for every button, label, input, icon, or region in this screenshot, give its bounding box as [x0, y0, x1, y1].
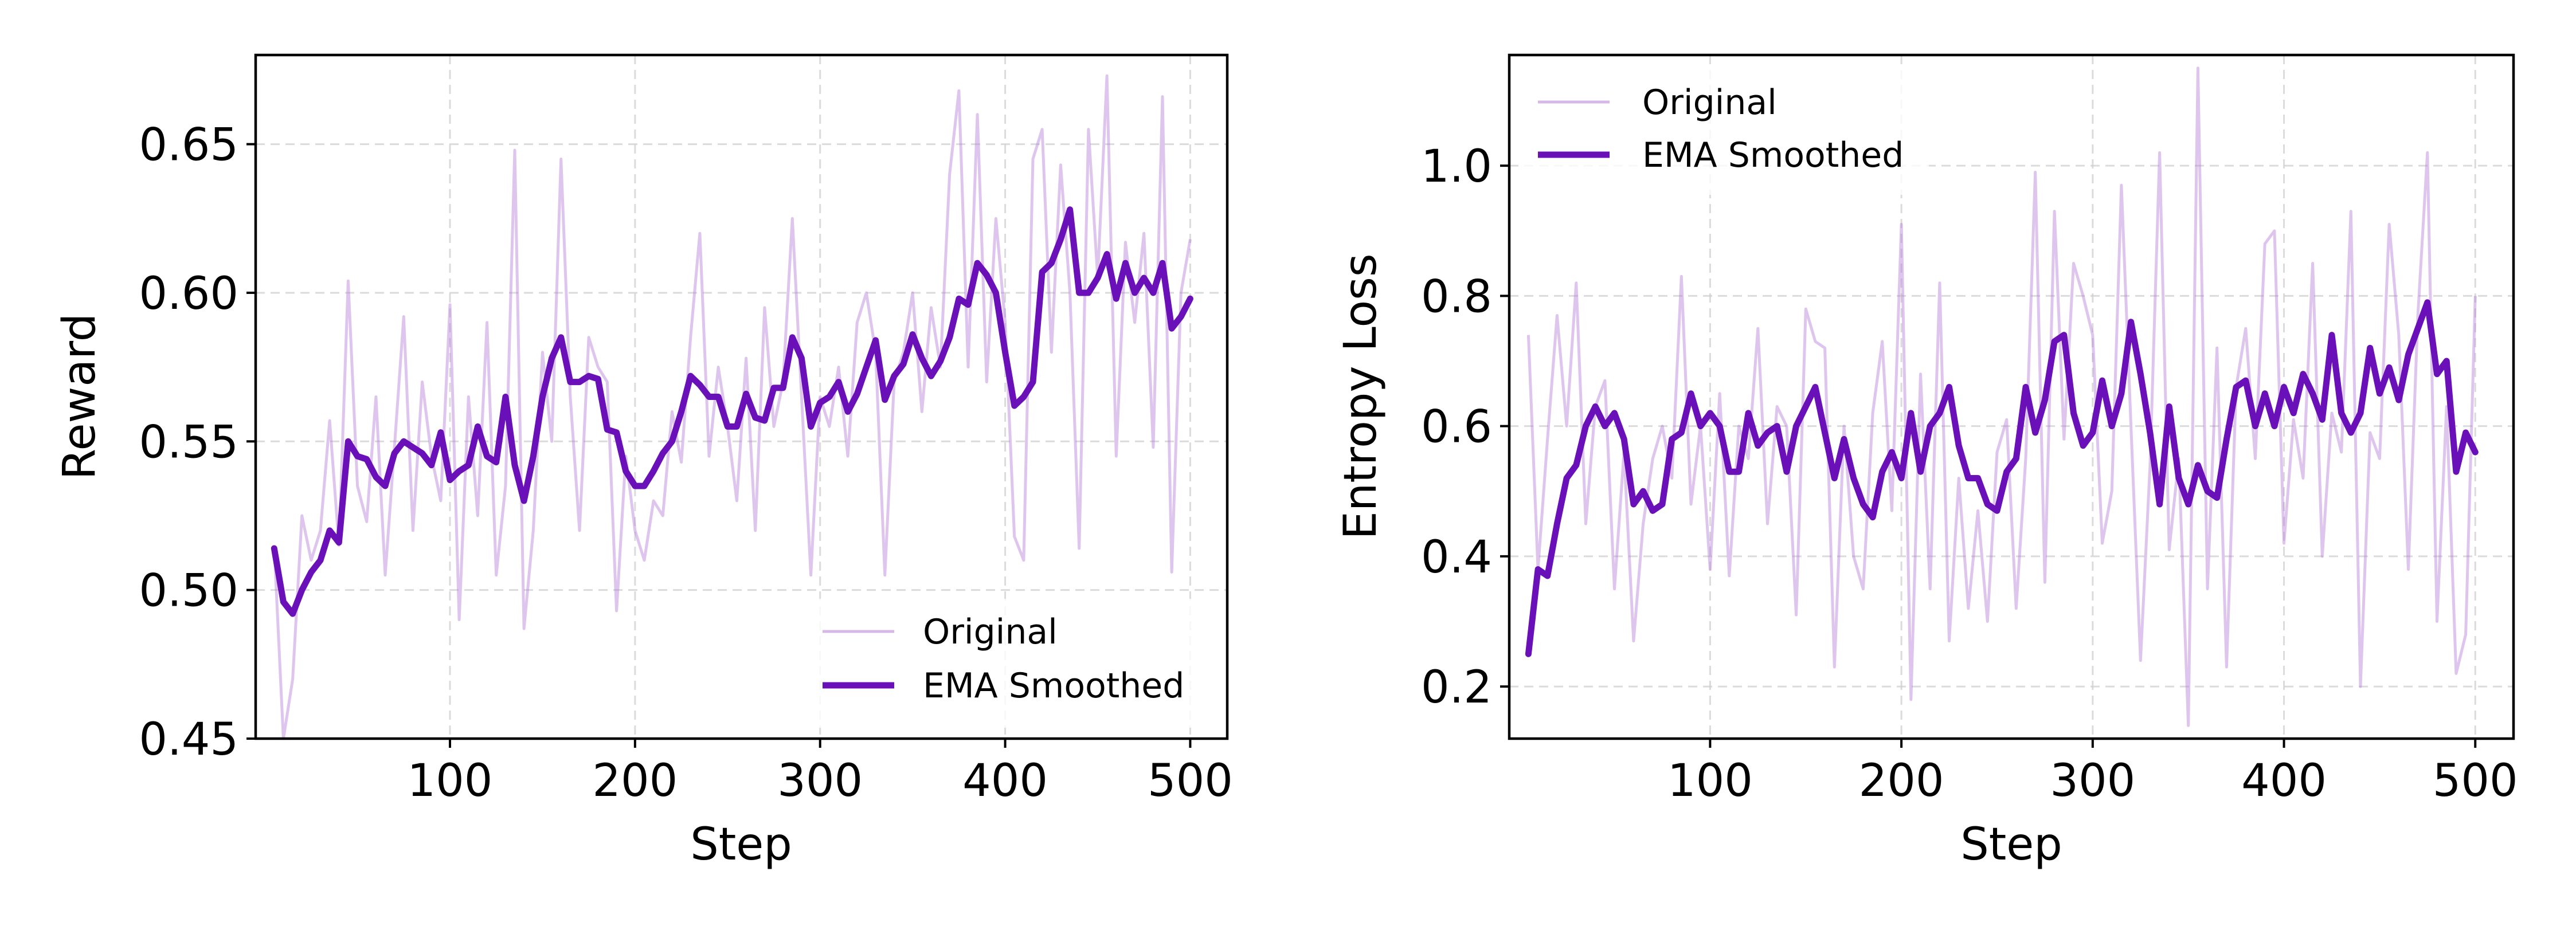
entropy-legend: Original EMA Smoothed: [1519, 66, 1929, 195]
entropy-y-tick-label: 0.2: [1421, 662, 1492, 713]
entropy-series-ema-smoothed: [1525, 299, 2479, 657]
entropy-x-tick-label: 300: [2050, 755, 2135, 807]
entropy-x-tick-label: 200: [1859, 755, 1944, 807]
reward-y-tick-label: 0.45: [139, 714, 238, 766]
reward-y-tick-label: 0.60: [139, 268, 238, 320]
entropy-y-axis-label: Entropy Loss: [1335, 254, 1387, 540]
entropy-x-tick-label: 500: [2433, 755, 2518, 807]
entropy-x-axis-label: Step: [1960, 819, 2062, 870]
reward-series: [271, 74, 1193, 740]
reward-chart: 100 200 300 400 500 0.45 0.50 0.55 0.60 0.65 Step…: [54, 53, 1233, 870]
entropy-x-tick-label: 400: [2241, 755, 2327, 807]
entropy-plot-frame: [1508, 53, 2515, 740]
entropy-legend-label-ema: EMA Smoothed: [1642, 135, 1904, 175]
reward-legend: Original EMA Smoothed: [808, 599, 1218, 728]
reward-x-tick-label: 500: [1148, 755, 1233, 807]
reward-ticks: 100 200 300 400 500 0.45 0.50 0.55 0.60 0.65: [139, 120, 1233, 807]
entropy-x-tick-label: 100: [1667, 755, 1753, 807]
reward-y-tick-label: 0.55: [139, 417, 238, 468]
reward-x-tick-label: 100: [408, 755, 493, 807]
entropy-loss-chart: 100 200 300 400 500 0.2 0.4 0.6 0.8 1.0 Step Entr…: [1335, 53, 2518, 870]
entropy-ticks: 100 200 300 400 500 0.2 0.4 0.6 0.8 1.0: [1421, 141, 2518, 807]
reward-x-tick-label: 200: [592, 755, 678, 807]
entropy-legend-box: [1519, 66, 1929, 195]
reward-x-axis-label: Step: [690, 819, 792, 870]
entropy-y-tick-label: 0.6: [1421, 402, 1492, 453]
reward-legend-label-ema: EMA Smoothed: [923, 666, 1184, 706]
reward-x-tick-label: 300: [777, 755, 863, 807]
reward-series-original: [272, 74, 1192, 740]
entropy-legend-label-original: Original: [1642, 83, 1777, 123]
entropy-y-tick-label: 1.0: [1421, 141, 1492, 193]
reward-y-tick-label: 0.65: [139, 120, 238, 171]
entropy-y-tick-label: 0.4: [1421, 532, 1492, 583]
reward-y-tick-label: 0.50: [139, 566, 238, 617]
entropy-series: [1525, 66, 2479, 727]
reward-legend-box: [808, 599, 1218, 728]
reward-series-ema-smoothed: [271, 206, 1193, 617]
reward-legend-label-original: Original: [923, 612, 1058, 652]
reward-plot-frame: [254, 53, 1229, 740]
reward-x-tick-label: 400: [962, 755, 1048, 807]
entropy-y-tick-label: 0.8: [1421, 271, 1492, 323]
reward-y-axis-label: Reward: [54, 313, 105, 480]
